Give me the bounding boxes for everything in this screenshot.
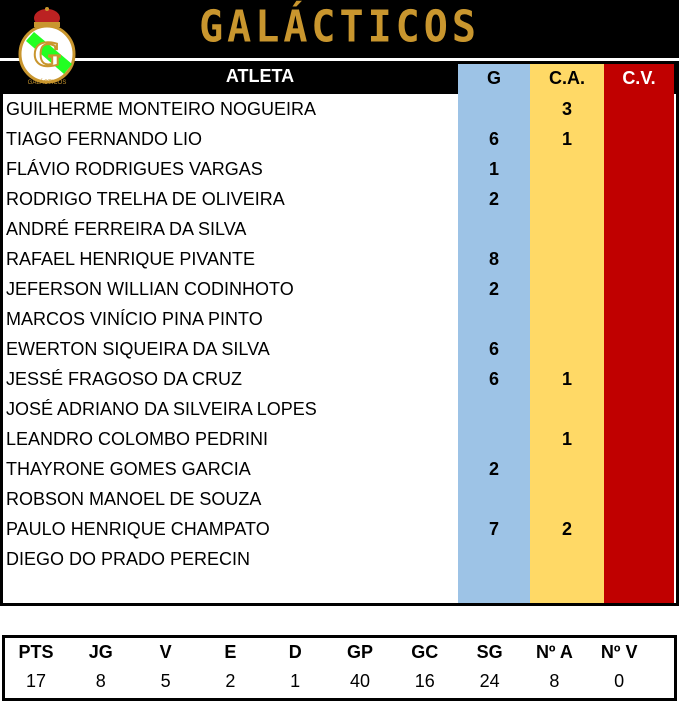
player-name: PAULO HENRIQUE CHAMPATO	[6, 519, 270, 539]
player-red-cards	[604, 424, 674, 454]
title-bar	[0, 0, 679, 58]
stat-value: 2	[225, 671, 236, 691]
player-yellow-cards: 1	[561, 429, 572, 449]
player-red-cards	[604, 124, 674, 154]
stat-value: 16	[414, 671, 435, 691]
player-yellow-cards	[530, 154, 604, 184]
stat-label: GC	[411, 642, 439, 662]
player-name: RODRIGO TRELHA DE OLIVEIRA	[6, 189, 285, 209]
player-yellow-cards: 2	[561, 519, 572, 539]
divider	[0, 58, 679, 61]
svg-text:GALÁCTICOS: GALÁCTICOS	[28, 79, 67, 86]
player-red-cards	[604, 184, 674, 214]
player-name: ANDRÉ FERREIRA DA SILVA	[6, 219, 247, 239]
stat-label: GP	[346, 642, 373, 662]
player-yellow-cards	[530, 244, 604, 274]
stat-value: 0	[614, 671, 625, 691]
player-yellow-cards	[530, 184, 604, 214]
player-red-cards	[604, 304, 674, 334]
player-goals	[458, 214, 530, 244]
player-name: DIEGO DO PRADO PERECIN	[6, 549, 251, 569]
header-goals: G	[486, 68, 501, 88]
player-goals	[458, 394, 530, 424]
player-goals: 6	[488, 339, 499, 359]
player-yellow-cards	[530, 394, 604, 424]
stat-value: 8	[95, 671, 106, 691]
player-red-cards	[604, 274, 674, 304]
stat-label: Nº V	[600, 642, 638, 662]
player-goals: 1	[488, 159, 499, 179]
player-red-cards	[604, 544, 674, 574]
stat-label: D	[288, 642, 302, 662]
stat-label: E	[224, 642, 237, 662]
player-name: TIAGO FERNANDO LIO	[6, 129, 203, 149]
stat-label: SG	[476, 642, 503, 662]
player-goals: 6	[488, 129, 499, 149]
player-name: JESSÉ FRAGOSO DA CRUZ	[6, 369, 243, 389]
stat-label: PTS	[18, 642, 54, 662]
player-red-cards	[604, 394, 674, 424]
player-yellow-cards	[530, 304, 604, 334]
stat-label: Nº A	[535, 642, 573, 662]
player-name: GUILHERME MONTEIRO NOGUEIRA	[6, 99, 317, 119]
svg-text:G: G	[33, 34, 61, 74]
player-yellow-cards	[530, 454, 604, 484]
header-red: C.V.	[622, 68, 656, 88]
player-yellow-cards	[530, 484, 604, 514]
player-name: JOSÉ ADRIANO DA SILVEIRA LOPES	[6, 399, 317, 419]
stat-value: 1	[290, 671, 301, 691]
player-goals: 8	[488, 249, 499, 269]
player-name: JEFERSON WILLIAN CODINHOTO	[6, 279, 294, 299]
player-name: FLÁVIO RODRIGUES VARGAS	[6, 159, 263, 179]
player-red-cards	[604, 94, 674, 124]
goals-column	[458, 64, 530, 605]
player-red-cards	[604, 364, 674, 394]
player-goals	[458, 484, 530, 514]
stat-value: 8	[549, 671, 560, 691]
player-goals: 7	[488, 519, 499, 539]
player-name: ROBSON MANOEL DE SOUZA	[6, 489, 262, 509]
player-yellow-cards	[530, 214, 604, 244]
yellow-cards-column	[530, 64, 604, 605]
player-yellow-cards	[530, 334, 604, 364]
stat-value: 5	[160, 671, 171, 691]
player-red-cards	[604, 334, 674, 364]
stat-value: 24	[479, 671, 500, 691]
player-goals	[458, 544, 530, 574]
stat-value: 40	[349, 671, 371, 691]
player-goals	[458, 304, 530, 334]
header-athlete: ATLETA	[225, 66, 295, 86]
player-goals	[458, 94, 530, 124]
stat-label: JG	[88, 642, 113, 662]
player-yellow-cards	[530, 274, 604, 304]
page-title: GALÁCTICOS	[199, 1, 480, 53]
player-goals	[458, 424, 530, 454]
red-cards-column	[604, 64, 674, 605]
player-red-cards	[604, 214, 674, 244]
player-name: LEANDRO COLOMBO PEDRINI	[6, 429, 269, 449]
player-yellow-cards: 1	[561, 129, 572, 149]
player-yellow-cards: 3	[561, 99, 572, 119]
player-goals: 6	[488, 369, 499, 389]
player-goals: 2	[488, 459, 499, 479]
player-red-cards	[604, 484, 674, 514]
player-goals: 2	[488, 279, 499, 299]
stat-value: 17	[25, 671, 47, 691]
player-name: RAFAEL HENRIQUE PIVANTE	[6, 249, 256, 269]
player-name: EWERTON SIQUEIRA DA SILVA	[6, 339, 270, 359]
table-frame	[0, 92, 679, 606]
club-crest-logo: G GALÁCTICOS	[18, 7, 76, 86]
header-yellow: C.A.	[549, 68, 585, 88]
player-name: MARCOS VINÍCIO PINA PINTO	[6, 309, 263, 329]
stat-label: V	[159, 642, 172, 662]
player-yellow-cards: 1	[561, 369, 572, 389]
player-yellow-cards	[530, 544, 604, 574]
player-red-cards	[604, 244, 674, 274]
player-name: THAYRONE GOMES GARCIA	[6, 459, 251, 479]
player-red-cards	[604, 514, 674, 544]
player-goals: 2	[488, 189, 499, 209]
player-red-cards	[604, 454, 674, 484]
player-red-cards	[604, 154, 674, 184]
